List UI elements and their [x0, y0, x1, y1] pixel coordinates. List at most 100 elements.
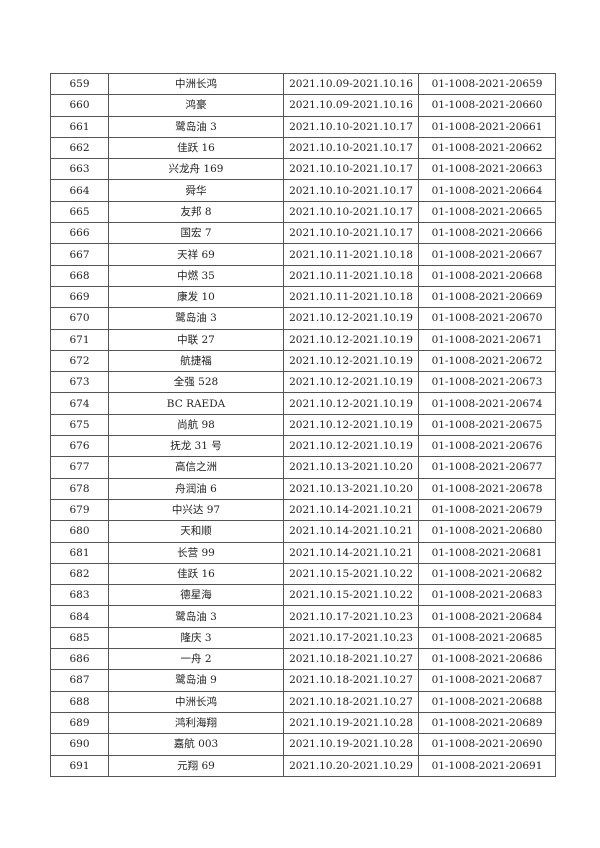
certificate-number: 01-1008-2021-20662: [418, 136, 556, 160]
validity-period: 2021.10.12-2021.10.19: [283, 349, 419, 373]
row-number: 677: [50, 456, 109, 479]
certificate-number: 01-1008-2021-20674: [418, 392, 556, 415]
table-row: 689 鸿利海翔 2021.10.19-2021.10.28 01-1008-2021…: [50, 711, 556, 735]
table-row: 681 长营 99 2021.10.14-2021.10.21 01-1008-202…: [50, 541, 556, 564]
table-row: 676 抚龙 31 号 2021.10.12-2021.10.19 01-1008-2…: [50, 435, 556, 458]
certificate-number: 01-1008-2021-20666: [418, 222, 556, 245]
certificate-number: 01-1008-2021-20669: [418, 285, 556, 309]
table-row: 690 嘉航 003 2021.10.19-2021.10.28 01-1008-20…: [50, 733, 556, 756]
table-row: 660 鸿豪 2021.10.09-2021.10.16 01-1008-2021-2…: [50, 94, 556, 117]
validity-period: 2021.10.14-2021.10.21: [283, 520, 419, 543]
vessel-name: 隆庆 3: [108, 626, 284, 650]
vessel-name: 佳跃 16: [108, 136, 284, 160]
certificate-number: 01-1008-2021-20683: [418, 584, 556, 607]
table-row: 669 康发 10 2021.10.11-2021.10.18 01-1008-202…: [50, 285, 556, 309]
validity-period: 2021.10.14-2021.10.21: [283, 498, 419, 522]
row-number: 674: [50, 392, 109, 415]
table-row: 671 中联 27 2021.10.12-2021.10.19 01-1008-202…: [50, 328, 556, 351]
certificate-number: 01-1008-2021-20679: [418, 498, 556, 522]
certificate-number: 01-1008-2021-20687: [418, 669, 556, 692]
certificate-table: 659 中洲长鸿 2021.10.09-2021.10.16 01-1008-2021…: [50, 72, 556, 777]
row-number: 678: [50, 477, 109, 500]
vessel-name: 元翔 69: [108, 754, 284, 777]
row-number: 675: [50, 413, 109, 437]
table-row: 662 佳跃 16 2021.10.10-2021.10.17 01-1008-202…: [50, 136, 556, 160]
vessel-name: 嘉航 003: [108, 733, 284, 756]
validity-period: 2021.10.18-2021.10.27: [283, 648, 419, 671]
row-number: 666: [50, 222, 109, 245]
table-row: 678 舟润油 6 2021.10.13-2021.10.20 01-1008-202…: [50, 477, 556, 500]
vessel-name: BC RAEDA: [108, 392, 284, 415]
validity-period: 2021.10.17-2021.10.23: [283, 605, 419, 628]
vessel-name: 佳跃 16: [108, 562, 284, 586]
validity-period: 2021.10.19-2021.10.28: [283, 711, 419, 735]
validity-period: 2021.10.14-2021.10.21: [283, 541, 419, 564]
table-row: 686 一舟 2 2021.10.18-2021.10.27 01-1008-2021…: [50, 648, 556, 671]
table-row: 672 航捷福 2021.10.12-2021.10.19 01-1008-2021-…: [50, 349, 556, 373]
table-row: 687 鹭岛油 9 2021.10.18-2021.10.27 01-1008-202…: [50, 669, 556, 692]
validity-period: 2021.10.10-2021.10.17: [283, 158, 419, 181]
row-number: 665: [50, 200, 109, 224]
table-row: 668 中燃 35 2021.10.11-2021.10.18 01-1008-202…: [50, 264, 556, 287]
vessel-name: 全强 528: [108, 371, 284, 394]
row-number: 659: [50, 72, 109, 96]
row-number: 672: [50, 349, 109, 373]
row-number: 663: [50, 158, 109, 181]
vessel-name: 中洲长鸿: [108, 690, 284, 713]
certificate-number: 01-1008-2021-20678: [418, 477, 556, 500]
certificate-number: 01-1008-2021-20675: [418, 413, 556, 437]
certificate-number: 01-1008-2021-20684: [418, 605, 556, 628]
vessel-name: 鹭岛油 3: [108, 605, 284, 628]
vessel-name: 抚龙 31 号: [108, 435, 284, 458]
row-number: 664: [50, 179, 109, 202]
vessel-name: 中兴达 97: [108, 498, 284, 522]
certificate-number: 01-1008-2021-20681: [418, 541, 556, 564]
table-row: 680 天和顺 2021.10.14-2021.10.21 01-1008-2021-…: [50, 520, 556, 543]
row-number: 682: [50, 562, 109, 586]
certificate-number: 01-1008-2021-20671: [418, 328, 556, 351]
certificate-number: 01-1008-2021-20659: [418, 72, 556, 96]
vessel-name: 中洲长鸿: [108, 72, 284, 96]
vessel-name: 尚航 98: [108, 413, 284, 437]
validity-period: 2021.10.12-2021.10.19: [283, 435, 419, 458]
row-number: 688: [50, 690, 109, 713]
vessel-name: 一舟 2: [108, 648, 284, 671]
table-row: 673 全强 528 2021.10.12-2021.10.19 01-1008-20…: [50, 371, 556, 394]
row-number: 673: [50, 371, 109, 394]
validity-period: 2021.10.12-2021.10.19: [283, 413, 419, 437]
validity-period: 2021.10.15-2021.10.22: [283, 584, 419, 607]
validity-period: 2021.10.11-2021.10.18: [283, 243, 419, 266]
row-number: 679: [50, 498, 109, 522]
certificate-number: 01-1008-2021-20685: [418, 626, 556, 650]
table-row: 659 中洲长鸿 2021.10.09-2021.10.16 01-1008-2021…: [50, 72, 556, 96]
vessel-name: 友邦 8: [108, 200, 284, 224]
row-number: 671: [50, 328, 109, 351]
certificate-number: 01-1008-2021-20661: [418, 115, 556, 138]
validity-period: 2021.10.15-2021.10.22: [283, 562, 419, 586]
row-number: 662: [50, 136, 109, 160]
table-row: 684 鹭岛油 3 2021.10.17-2021.10.23 01-1008-202…: [50, 605, 556, 628]
table-row: 691 元翔 69 2021.10.20-2021.10.29 01-1008-202…: [50, 754, 556, 777]
validity-period: 2021.10.09-2021.10.16: [283, 72, 419, 96]
vessel-name: 鸿豪: [108, 94, 284, 117]
validity-period: 2021.10.11-2021.10.18: [283, 285, 419, 309]
certificate-number: 01-1008-2021-20676: [418, 435, 556, 458]
validity-period: 2021.10.10-2021.10.17: [283, 179, 419, 202]
table-row: 661 鹭岛油 3 2021.10.10-2021.10.17 01-1008-202…: [50, 115, 556, 138]
vessel-name: 长营 99: [108, 541, 284, 564]
certificate-number: 01-1008-2021-20682: [418, 562, 556, 586]
table-row: 674 BC RAEDA 2021.10.12-2021.10.19 01-1008-…: [50, 392, 556, 415]
vessel-name: 中联 27: [108, 328, 284, 351]
validity-period: 2021.10.17-2021.10.23: [283, 626, 419, 650]
validity-period: 2021.10.18-2021.10.27: [283, 669, 419, 692]
vessel-name: 康发 10: [108, 285, 284, 309]
table-row: 670 鹭岛油 3 2021.10.12-2021.10.19 01-1008-202…: [50, 307, 556, 330]
table-row: 679 中兴达 97 2021.10.14-2021.10.21 01-1008-20…: [50, 498, 556, 522]
validity-period: 2021.10.10-2021.10.17: [283, 200, 419, 224]
validity-period: 2021.10.11-2021.10.18: [283, 264, 419, 287]
vessel-name: 鹭岛油 3: [108, 115, 284, 138]
vessel-name: 舜华: [108, 179, 284, 202]
validity-period: 2021.10.12-2021.10.19: [283, 371, 419, 394]
validity-period: 2021.10.10-2021.10.17: [283, 115, 419, 138]
vessel-name: 德星海: [108, 584, 284, 607]
